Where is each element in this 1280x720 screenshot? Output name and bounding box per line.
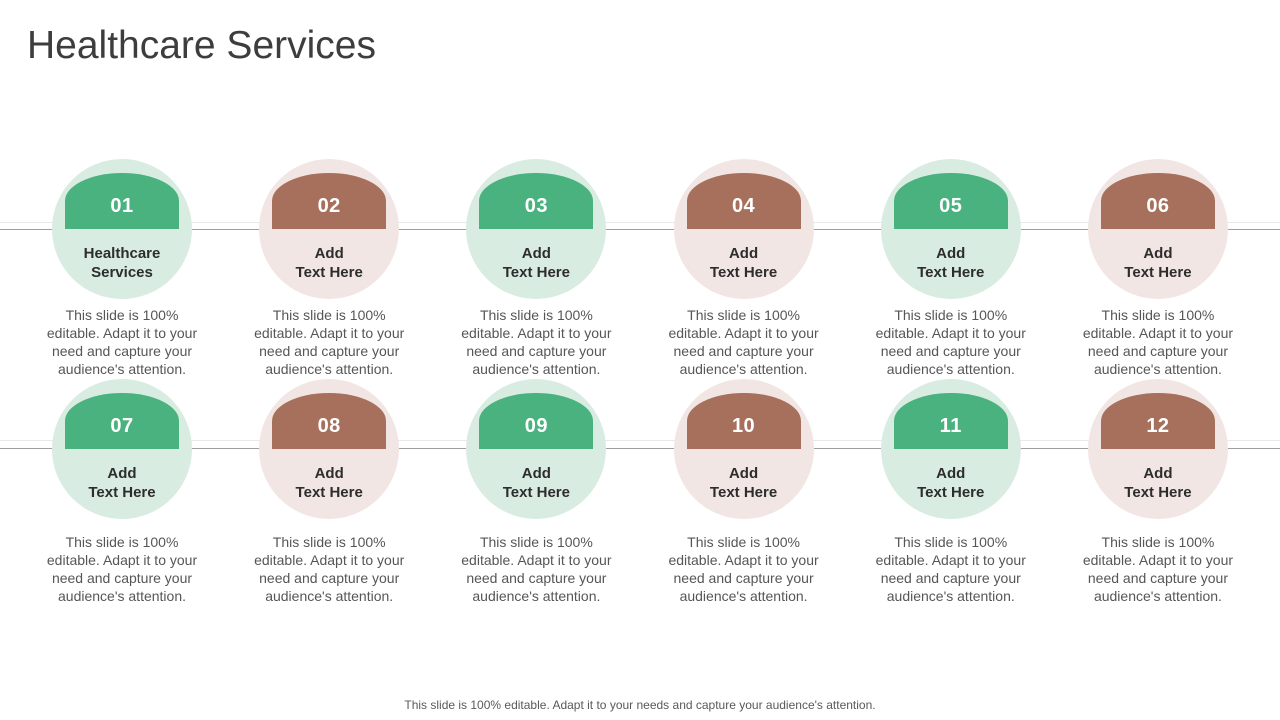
step-item: 04 Add Text Here This slide is 100% edit… [646, 159, 842, 378]
step-number-semicircle: 07 [65, 393, 179, 449]
step-label[interactable]: Add Text Here [709, 245, 778, 281]
step-circle[interactable]: 04 Add Text Here [673, 159, 814, 299]
step-item: 07 Add Text Here This slide is 100% edit… [24, 379, 220, 605]
step-number-semicircle: 10 [686, 393, 801, 449]
step-description[interactable]: This slide is 100% editable. Adapt it to… [254, 534, 405, 604]
step-number: 11 [939, 414, 962, 437]
step-item: 09 Add Text Here This slide is 100% edit… [438, 379, 634, 605]
step-label[interactable]: Add Text Here [295, 245, 363, 281]
step-label[interactable]: Add Text Here [917, 465, 985, 501]
step-number-semicircle: 11 [893, 393, 1008, 449]
step-label[interactable]: Add Text Here [709, 465, 778, 501]
step-number: 01 [110, 194, 134, 217]
step-number-semicircle: 08 [272, 393, 387, 449]
step-label[interactable]: Add Text Here [88, 465, 156, 501]
step-number: 08 [317, 414, 341, 437]
step-label[interactable]: Add Text Here [295, 465, 363, 501]
items-row-1: 01 Healthcare Services This slide is 100… [24, 159, 1256, 378]
step-number: 12 [1146, 414, 1170, 437]
step-circle[interactable]: 05 Add Text Here [880, 159, 1021, 299]
step-circle[interactable]: 11 Add Text Here [880, 379, 1021, 519]
footer-note: This slide is 100% editable. Adapt it to… [404, 698, 876, 712]
step-number: 03 [524, 194, 548, 217]
step-number-semicircle: 02 [272, 173, 387, 229]
step-number: 04 [731, 194, 756, 217]
step-circle[interactable]: 12 Add Text Here [1087, 379, 1228, 519]
step-label[interactable]: Add Text Here [917, 245, 985, 281]
step-circle[interactable]: 10 Add Text Here [673, 379, 814, 519]
step-description[interactable]: This slide is 100% editable. Adapt it to… [46, 534, 198, 604]
step-number: 09 [524, 414, 548, 437]
divider-line-row2 [0, 448, 1280, 449]
step-number-semicircle: 06 [1100, 173, 1215, 229]
step-circle[interactable]: 09 Add Text Here [466, 379, 607, 519]
step-item: 10 Add Text Here This slide is 100% edit… [646, 379, 842, 605]
step-label[interactable]: Add Text Here [502, 245, 570, 281]
divider-line-row1-highlight [0, 222, 1280, 223]
step-number-semicircle: 04 [686, 173, 801, 229]
step-item: 01 Healthcare Services This slide is 100… [24, 159, 220, 378]
step-label[interactable]: Add Text Here [502, 465, 570, 501]
step-item: 11 Add Text Here This slide is 100% edit… [853, 379, 1049, 605]
step-description[interactable]: This slide is 100% editable. Adapt it to… [668, 307, 819, 377]
step-circle[interactable]: 01 Healthcare Services [52, 159, 192, 299]
items-row-2: 07 Add Text Here This slide is 100% edit… [24, 379, 1256, 605]
divider-line-row1 [0, 229, 1280, 230]
step-item: 02 Add Text Here This slide is 100% edit… [231, 159, 427, 378]
step-description[interactable]: This slide is 100% editable. Adapt it to… [461, 534, 612, 604]
step-number-semicircle: 03 [479, 173, 594, 229]
divider-line-row2-highlight [0, 440, 1280, 441]
step-description[interactable]: This slide is 100% editable. Adapt it to… [875, 307, 1026, 377]
step-item: 06 Add Text Here This slide is 100% edit… [1060, 159, 1256, 378]
step-item: 05 Add Text Here This slide is 100% edit… [853, 159, 1049, 378]
step-description[interactable]: This slide is 100% editable. Adapt it to… [254, 307, 405, 377]
step-description[interactable]: This slide is 100% editable. Adapt it to… [461, 307, 612, 377]
step-number: 10 [731, 414, 756, 437]
step-label[interactable]: Add Text Here [1124, 245, 1192, 281]
step-circle[interactable]: 02 Add Text Here [259, 159, 400, 299]
step-label[interactable]: Healthcare Services [83, 245, 161, 281]
step-description[interactable]: This slide is 100% editable. Adapt it to… [1082, 307, 1234, 377]
step-description[interactable]: This slide is 100% editable. Adapt it to… [875, 534, 1026, 604]
step-circle[interactable]: 03 Add Text Here [466, 159, 607, 299]
step-item: 03 Add Text Here This slide is 100% edit… [438, 159, 634, 378]
step-item: 12 Add Text Here This slide is 100% edit… [1060, 379, 1256, 605]
step-number-semicircle: 12 [1100, 393, 1215, 449]
step-circle[interactable]: 07 Add Text Here [52, 379, 192, 519]
step-number: 06 [1146, 194, 1170, 217]
step-circle[interactable]: 06 Add Text Here [1087, 159, 1228, 299]
step-number-semicircle: 09 [479, 393, 594, 449]
step-label[interactable]: Add Text Here [1124, 465, 1192, 501]
step-item: 08 Add Text Here This slide is 100% edit… [231, 379, 427, 605]
step-number: 05 [939, 194, 963, 217]
step-circle[interactable]: 08 Add Text Here [259, 379, 400, 519]
step-description[interactable]: This slide is 100% editable. Adapt it to… [46, 307, 198, 377]
page-title[interactable]: Healthcare Services [27, 24, 376, 67]
step-number: 07 [110, 414, 134, 437]
step-description[interactable]: This slide is 100% editable. Adapt it to… [668, 534, 819, 604]
step-number-semicircle: 01 [65, 173, 179, 229]
step-number-semicircle: 05 [893, 173, 1008, 229]
step-number: 02 [317, 194, 341, 217]
step-description[interactable]: This slide is 100% editable. Adapt it to… [1082, 534, 1234, 604]
